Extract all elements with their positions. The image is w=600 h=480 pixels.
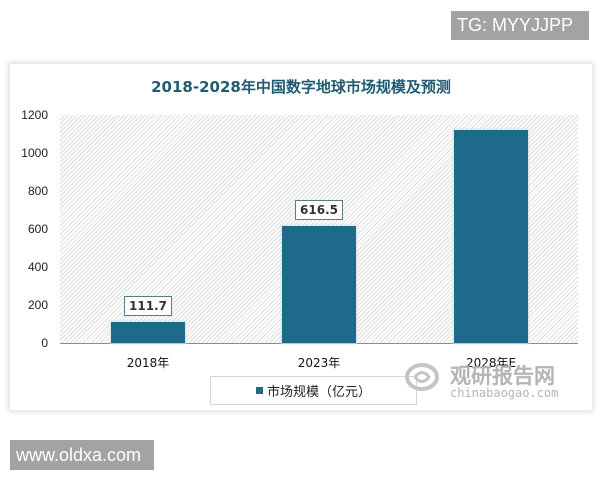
x-tick-label: 2018年 bbox=[126, 356, 170, 370]
y-tick: 1200 bbox=[21, 108, 48, 122]
legend-label: 市场规模（亿元） bbox=[266, 385, 371, 400]
y-tick: 800 bbox=[27, 184, 48, 198]
bar-2018 bbox=[111, 321, 185, 343]
chart-title: 2018-2028年中国数字地球市场规模及预测 bbox=[151, 78, 451, 96]
y-tick: 600 bbox=[27, 222, 48, 236]
legend-swatch bbox=[255, 387, 263, 394]
y-tick: 400 bbox=[27, 260, 48, 274]
data-label-2018: 111.7 bbox=[124, 295, 172, 316]
x-tick-label: 2028年E bbox=[465, 356, 517, 370]
bottom-watermark-badge: www.oldxa.com bbox=[10, 440, 154, 470]
y-tick: 1000 bbox=[21, 146, 48, 160]
top-watermark-badge: TG: MYYJJPP bbox=[451, 11, 589, 40]
x-axis-line bbox=[60, 343, 578, 344]
x-tick-label: 2023年 bbox=[297, 356, 341, 370]
y-tick: 200 bbox=[27, 298, 48, 312]
legend: 市场规模（亿元） bbox=[210, 376, 417, 405]
y-tick: 0 bbox=[41, 336, 48, 350]
chart-card: 2018-2028年中国数字地球市场规模及预测 0 200 400 600 80… bbox=[10, 64, 592, 410]
bar-2028e bbox=[454, 130, 528, 343]
bar-2023 bbox=[282, 225, 356, 343]
brand-logo-icon bbox=[405, 363, 439, 391]
data-label-2023: 616.5 bbox=[295, 199, 343, 220]
brand-watermark-cn: 观研报告网 bbox=[450, 364, 555, 388]
brand-watermark-en: chinabaogao.com bbox=[450, 386, 559, 400]
